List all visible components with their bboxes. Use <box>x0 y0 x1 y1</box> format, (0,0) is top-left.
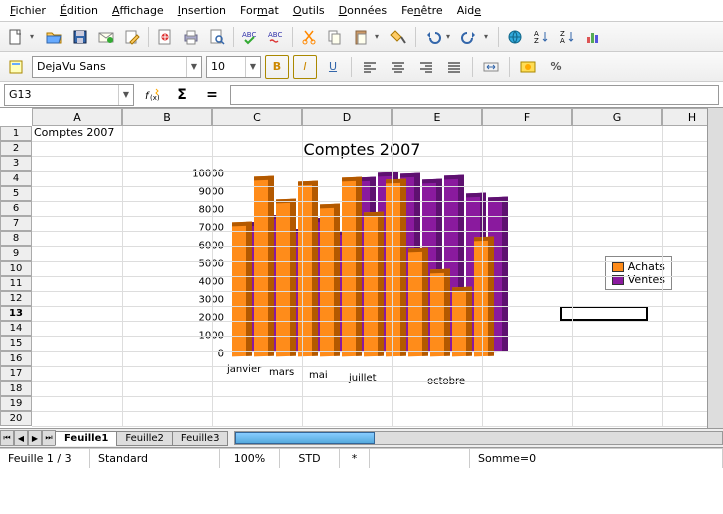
align-left-icon[interactable] <box>358 55 382 79</box>
italic-button[interactable]: I <box>293 55 317 79</box>
autospell-icon[interactable]: ABC <box>264 25 288 49</box>
tab-prev-icon[interactable]: ◀ <box>14 430 28 446</box>
menu-données[interactable]: Données <box>333 2 393 19</box>
standard-toolbar: ▾ ABC ABC ▾ ▾ ▾ AZ ZA <box>0 22 723 52</box>
currency-icon[interactable] <box>516 55 540 79</box>
svg-text:A: A <box>560 37 565 45</box>
styles-icon[interactable] <box>4 55 28 79</box>
copy-icon[interactable] <box>323 25 347 49</box>
row-headers[interactable]: 1234567891011121314151617181920 <box>0 126 32 426</box>
spellcheck-icon[interactable]: ABC <box>238 25 262 49</box>
font-size-combo[interactable]: 10▼ <box>206 56 261 78</box>
save-icon[interactable] <box>68 25 92 49</box>
status-mode: STD <box>280 449 340 468</box>
menu-édition[interactable]: Édition <box>54 2 104 19</box>
equals-icon[interactable]: = <box>200 83 224 107</box>
tab-last-icon[interactable]: ⏭ <box>42 430 56 446</box>
legend-ventes: Ventes <box>628 273 665 286</box>
selection-cursor <box>560 306 648 321</box>
cell-reference-combo[interactable]: G13▼ <box>4 84 134 106</box>
font-size: 10 <box>211 60 225 73</box>
undo-icon[interactable] <box>420 25 444 49</box>
sort-desc-icon[interactable]: ZA <box>555 25 579 49</box>
paste-icon[interactable] <box>349 25 373 49</box>
svg-text:(x): (x) <box>150 94 160 102</box>
chart-icon[interactable] <box>581 25 605 49</box>
edit-icon[interactable] <box>120 25 144 49</box>
cell-a1: Comptes 2007 <box>34 126 114 139</box>
svg-text:ABC: ABC <box>268 31 282 39</box>
font-name-combo[interactable]: DejaVu Sans▼ <box>32 56 202 78</box>
sort-asc-icon[interactable]: AZ <box>529 25 553 49</box>
dropdown-arrow[interactable]: ▾ <box>446 32 456 41</box>
menu-fenêtre[interactable]: Fenêtre <box>395 2 449 19</box>
menu-bar: FichierÉditionAffichageInsertionFormatOu… <box>0 0 723 22</box>
format-toolbar: DejaVu Sans▼ 10▼ B I U % <box>0 52 723 82</box>
merge-cells-icon[interactable] <box>479 55 503 79</box>
open-icon[interactable] <box>42 25 66 49</box>
percent-icon[interactable]: % <box>544 55 568 79</box>
print-icon[interactable] <box>179 25 203 49</box>
horizontal-scrollbar[interactable] <box>234 431 723 445</box>
menu-format[interactable]: Format <box>234 2 285 19</box>
preview-icon[interactable] <box>205 25 229 49</box>
status-zoom[interactable]: 100% <box>220 449 280 468</box>
function-wizard-icon[interactable]: f(x) <box>140 83 164 107</box>
new-doc-icon[interactable] <box>4 25 28 49</box>
format-paint-icon[interactable] <box>387 25 411 49</box>
pdf-icon[interactable] <box>153 25 177 49</box>
mail-icon[interactable] <box>94 25 118 49</box>
sheet-tab-feuille3[interactable]: Feuille3 <box>172 431 229 446</box>
dropdown-arrow[interactable]: ▾ <box>30 32 40 41</box>
sum-icon[interactable]: Σ <box>170 83 194 107</box>
formula-input[interactable] <box>230 85 719 105</box>
font-name: DejaVu Sans <box>37 60 106 73</box>
align-right-icon[interactable] <box>414 55 438 79</box>
cut-icon[interactable] <box>297 25 321 49</box>
svg-text:Z: Z <box>534 37 539 45</box>
align-center-icon[interactable] <box>386 55 410 79</box>
status-modified: * <box>340 449 370 468</box>
tab-first-icon[interactable]: ⏮ <box>0 430 14 446</box>
menu-insertion[interactable]: Insertion <box>172 2 232 19</box>
bold-button[interactable]: B <box>265 55 289 79</box>
redo-icon[interactable] <box>458 25 482 49</box>
menu-outils[interactable]: Outils <box>287 2 331 19</box>
dropdown-arrow[interactable]: ▾ <box>375 32 385 41</box>
vertical-scrollbar[interactable] <box>707 108 723 428</box>
sheet-tab-feuille2[interactable]: Feuille2 <box>116 431 173 446</box>
status-style: Standard <box>90 449 220 468</box>
dropdown-arrow[interactable]: ▾ <box>484 32 494 41</box>
cell-ref: G13 <box>9 88 32 101</box>
menu-aide[interactable]: Aide <box>451 2 487 19</box>
tab-next-icon[interactable]: ▶ <box>28 430 42 446</box>
status-sum[interactable]: Somme=0 <box>470 449 723 468</box>
column-headers[interactable]: ABCDEFGH <box>32 108 723 126</box>
align-justify-icon[interactable] <box>442 55 466 79</box>
menu-fichier[interactable]: Fichier <box>4 2 52 19</box>
status-sheet: Feuille 1 / 3 <box>0 449 90 468</box>
formula-bar: G13▼ f(x) Σ = <box>0 82 723 108</box>
underline-button[interactable]: U <box>321 55 345 79</box>
sheet-tab-feuille1[interactable]: Feuille1 <box>55 431 117 446</box>
cell-grid[interactable]: Comptes 2007 Comptes 2007 01000200030004… <box>32 126 723 426</box>
hyperlink-icon[interactable] <box>503 25 527 49</box>
sheet-tabs-bar: ⏮ ◀ ▶ ⏭ Feuille1Feuille2Feuille3 <box>0 428 723 448</box>
spreadsheet-area: ABCDEFGH 1234567891011121314151617181920… <box>0 108 723 428</box>
status-bar: Feuille 1 / 3 Standard 100% STD * Somme=… <box>0 448 723 468</box>
menu-affichage[interactable]: Affichage <box>106 2 170 19</box>
